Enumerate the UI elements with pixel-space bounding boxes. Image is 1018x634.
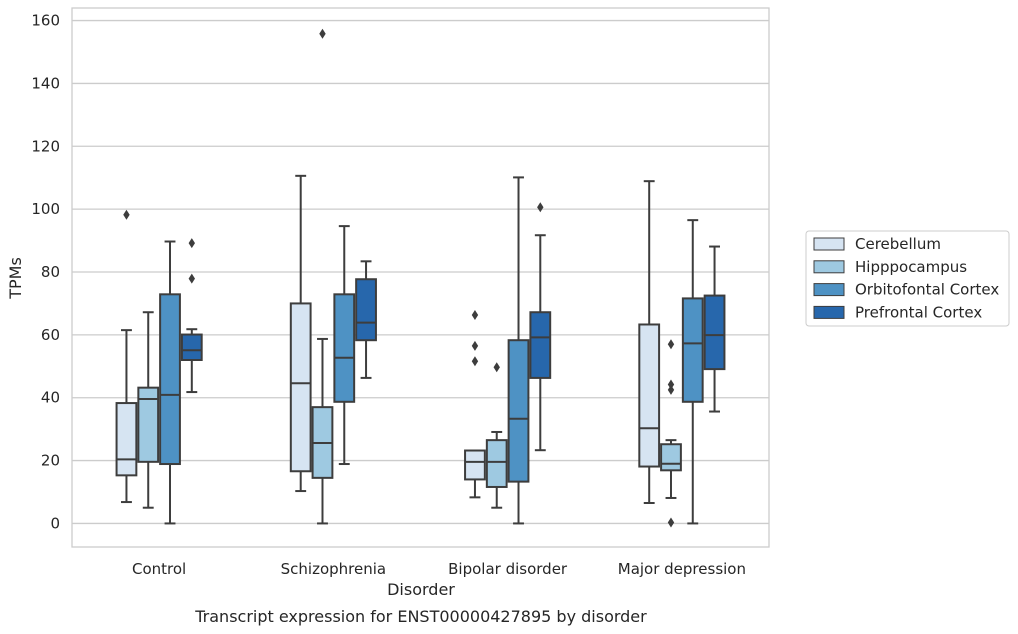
legend-frame (805, 230, 1010, 327)
box (115, 402, 138, 477)
y-tick-label: 20 (41, 452, 60, 470)
x-axis-ticks: Control Schizophrenia Bipolar disorder Majo… (132, 560, 746, 578)
y-axis-ticks: 0 20 40 60 80 100 120 140 160 (31, 12, 60, 533)
box (660, 443, 682, 472)
box (137, 386, 160, 463)
box-plot (137, 311, 160, 509)
y-axis-title: TPMs (6, 257, 25, 300)
legend-swatch (813, 283, 845, 297)
box-plot (180, 238, 203, 394)
box (507, 339, 530, 483)
outlier-point (667, 339, 675, 350)
box-plot (311, 28, 334, 525)
outlier-point (471, 310, 479, 321)
legend-label: Prefrontal Cortex (855, 303, 982, 321)
legend-label: Orbitofontal Cortex (855, 281, 999, 299)
legend-item: Hipppocampus (813, 258, 967, 276)
box-plot (159, 240, 181, 525)
plot-frame (71, 7, 770, 548)
y-tick-label: 100 (31, 200, 60, 218)
x-tick-label: Control (132, 560, 186, 578)
y-tick-label: 40 (41, 389, 60, 407)
box-plot (660, 339, 682, 528)
outlier-point (471, 340, 479, 351)
legend-item: Orbitofontal Cortex (813, 281, 999, 299)
outlier-point (188, 238, 195, 249)
chart-caption: Transcript expression for ENST0000042789… (194, 607, 647, 626)
x-tick-label: Schizophrenia (281, 560, 386, 578)
y-tick-label: 160 (31, 12, 60, 30)
x-axis-title: Disorder (387, 580, 455, 599)
y-tick-label: 0 (50, 514, 60, 532)
legend-swatch (813, 305, 845, 319)
y-tick-label: 60 (41, 326, 60, 344)
box-plot (464, 310, 486, 499)
box-plot (703, 245, 726, 413)
box-plot (289, 174, 312, 493)
box (464, 449, 486, 481)
outlier-point (471, 356, 479, 367)
y-tick-label: 80 (41, 263, 60, 281)
legend-item: Cerebellum (813, 235, 941, 253)
box-plot (333, 225, 356, 466)
box (681, 297, 704, 403)
box-plot (507, 176, 530, 525)
legend-swatch (813, 237, 845, 251)
box (703, 294, 726, 371)
outlier-point (667, 517, 675, 528)
box-plot (355, 260, 377, 379)
legend-label: Cerebellum (855, 235, 941, 253)
outlier-point (123, 209, 130, 220)
outlier-point (667, 384, 675, 395)
legend-swatch (813, 260, 845, 274)
box (529, 311, 552, 379)
box (333, 293, 356, 403)
box (485, 439, 508, 488)
box (289, 302, 312, 473)
x-tick-label: Bipolar disorder (448, 560, 568, 578)
box (180, 333, 203, 361)
outlier-point (493, 362, 500, 373)
outlier-point (667, 379, 675, 390)
x-tick-label: Major depression (618, 560, 746, 578)
box-plot (638, 180, 661, 504)
y-tick-label: 120 (31, 137, 60, 155)
outlier-point (537, 202, 544, 213)
box (638, 323, 661, 468)
box-plot (529, 202, 552, 452)
box-plot (681, 219, 704, 525)
legend-label: Hipppocampus (855, 258, 967, 276)
legend: Cerebellum Hipppocampus Orbitofontal Corte… (805, 230, 1010, 327)
box-plots (115, 28, 726, 528)
y-tick-label: 140 (31, 74, 60, 92)
box-plot (485, 362, 508, 509)
outlier-point (319, 28, 326, 39)
box (355, 278, 377, 342)
box-plot (115, 209, 138, 504)
outlier-point (188, 273, 195, 284)
legend-item: Prefrontal Cortex (813, 303, 982, 321)
box (159, 293, 181, 466)
